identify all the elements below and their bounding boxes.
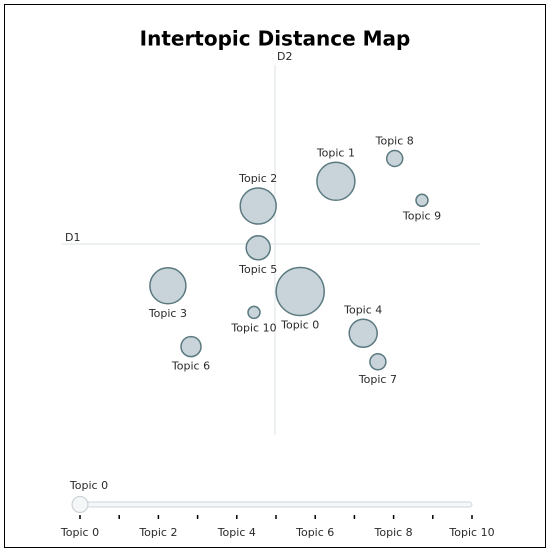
topic-label: Topic 6 (171, 360, 210, 373)
chart-title: Intertopic Distance Map (140, 27, 411, 51)
slider-tick-label: Topic 2 (138, 526, 177, 539)
topic-bubble[interactable] (316, 161, 356, 202)
topic-label: Topic 2 (238, 172, 277, 185)
topic-bubble[interactable] (348, 318, 378, 349)
topic-bubble[interactable] (180, 335, 202, 358)
topic-label: Topic 4 (343, 303, 382, 316)
x-axis-label: D1 (65, 231, 80, 244)
slider-track (79, 501, 473, 508)
slider-current-label: Topic 0 (69, 479, 108, 492)
topic-label: Topic 0 (280, 319, 319, 332)
topic-bubble[interactable] (415, 193, 429, 208)
slider-tick-label: Topic 10 (448, 526, 494, 539)
topic-bubble[interactable] (239, 187, 277, 225)
topic-label: Topic 8 (375, 135, 414, 148)
topic-label: Topic 5 (238, 263, 277, 276)
topic-label: Topic 10 (230, 321, 276, 334)
topic-bubble[interactable] (385, 149, 404, 168)
topic-bubble[interactable] (149, 267, 187, 305)
slider-tick-label: Topic 0 (60, 526, 99, 539)
topic-label: Topic 7 (358, 373, 397, 386)
slider-tick-label: Topic 8 (374, 526, 413, 539)
topic-bubble[interactable] (245, 235, 271, 261)
slider-tick-label: Topic 4 (217, 526, 256, 539)
y-axis-label: D2 (277, 50, 292, 63)
topic-bubble[interactable] (247, 305, 261, 320)
slider-tick-label: Topic 6 (295, 526, 334, 539)
topic-label: Topic 9 (402, 209, 441, 222)
topic-label: Topic 3 (148, 307, 187, 320)
frame (4, 4, 546, 548)
topic-label: Topic 1 (316, 146, 355, 159)
topic-bubble[interactable] (369, 353, 387, 371)
topic-bubble[interactable] (275, 266, 325, 317)
slider-knob[interactable] (71, 496, 89, 513)
